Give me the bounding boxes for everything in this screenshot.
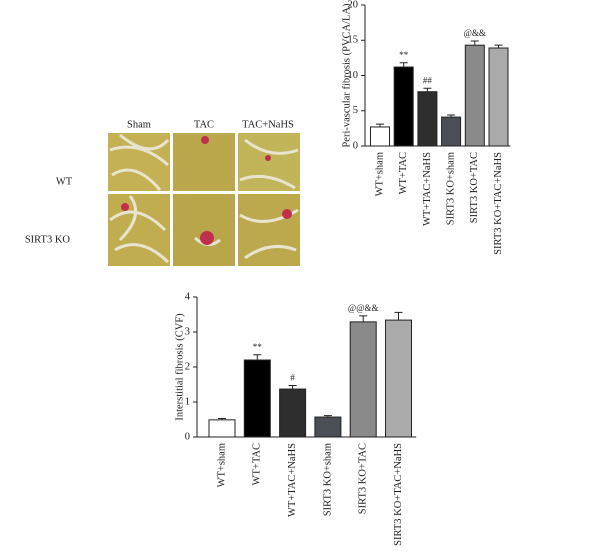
error-bar — [376, 123, 384, 127]
bar — [417, 91, 438, 147]
bar — [393, 66, 414, 147]
significance-label: @@&& — [348, 303, 379, 313]
x-tick-label: WT+TAC — [252, 443, 263, 485]
x-tick-label: SIRT3 KO+TAC — [469, 152, 480, 223]
x-tick-label: WT+sham — [216, 443, 227, 487]
bar — [314, 416, 342, 438]
x-tick-label: WT+TAC+NaHS — [422, 152, 433, 226]
column-label: TAC — [194, 119, 214, 130]
image — [108, 133, 170, 191]
error-bar — [253, 354, 262, 360]
x-tick-label: WT+sham — [374, 152, 385, 196]
bar — [370, 126, 390, 147]
y-tick-label: 15 — [348, 35, 359, 46]
x-tick-label: SIRT3 KO+TAC+NaHS — [393, 443, 404, 546]
y-tick-label: 5 — [353, 105, 358, 116]
image — [173, 194, 235, 266]
column-label: Sham — [127, 119, 151, 130]
y-tick-label: 4 — [185, 291, 191, 302]
y-tick-label: 3 — [185, 326, 190, 337]
y-tick-label: 0 — [185, 431, 190, 442]
bar — [243, 359, 271, 438]
x-tick-label: SIRT3 KO+TAC — [358, 443, 369, 514]
error-bar — [323, 415, 332, 418]
bar — [488, 47, 509, 147]
row-label: WT — [56, 176, 73, 187]
y-tick-label: 0 — [353, 140, 358, 151]
significance-label: ** — [399, 50, 409, 60]
significance-label: ## — [423, 75, 433, 85]
significance-label: ** — [253, 342, 263, 352]
bar — [464, 44, 485, 147]
error-bar — [359, 315, 368, 322]
bar — [208, 419, 236, 438]
error-bar — [399, 62, 408, 68]
micrographs: Sham TAC TAC+NaHS WT SIRT3 KO — [25, 119, 300, 266]
y-tick-label: 20 — [348, 0, 359, 10]
error-bar — [218, 417, 226, 420]
y-axis-label: Interstitial fibrosis (CVF) — [174, 313, 185, 421]
error-bar — [494, 44, 503, 49]
bar — [441, 116, 462, 147]
error-bar — [423, 87, 432, 92]
bar — [349, 321, 377, 438]
row-label: SIRT3 KO — [25, 234, 71, 245]
y-tick-label: 2 — [185, 361, 190, 372]
y-tick-label: 10 — [348, 70, 359, 81]
significance-label: @&& — [464, 28, 486, 38]
error-bar — [447, 114, 456, 118]
bar — [385, 319, 412, 438]
x-tick-label: WT+TAC+NaHS — [287, 443, 298, 517]
tissue-texture — [109, 133, 299, 264]
x-tick-label: WT+TAC — [398, 152, 409, 194]
fibrosis-stain — [121, 136, 292, 245]
error-bar — [394, 311, 403, 321]
error-bar — [470, 40, 479, 46]
bar — [279, 388, 307, 438]
y-tick-label: 1 — [185, 396, 190, 407]
y-axis-label: Peri-vascular fibrosis (PVCA/LA) — [341, 3, 352, 148]
x-tick-label: SIRT3 KO+sham — [322, 443, 333, 516]
significance-label: # — [290, 373, 295, 383]
x-tick-label: SIRT3 KO+TAC+NaHS — [493, 152, 504, 255]
x-tick-label: SIRT3 KO+sham — [446, 152, 457, 225]
column-label: TAC+NaHS — [242, 119, 294, 130]
error-bar — [288, 385, 297, 390]
